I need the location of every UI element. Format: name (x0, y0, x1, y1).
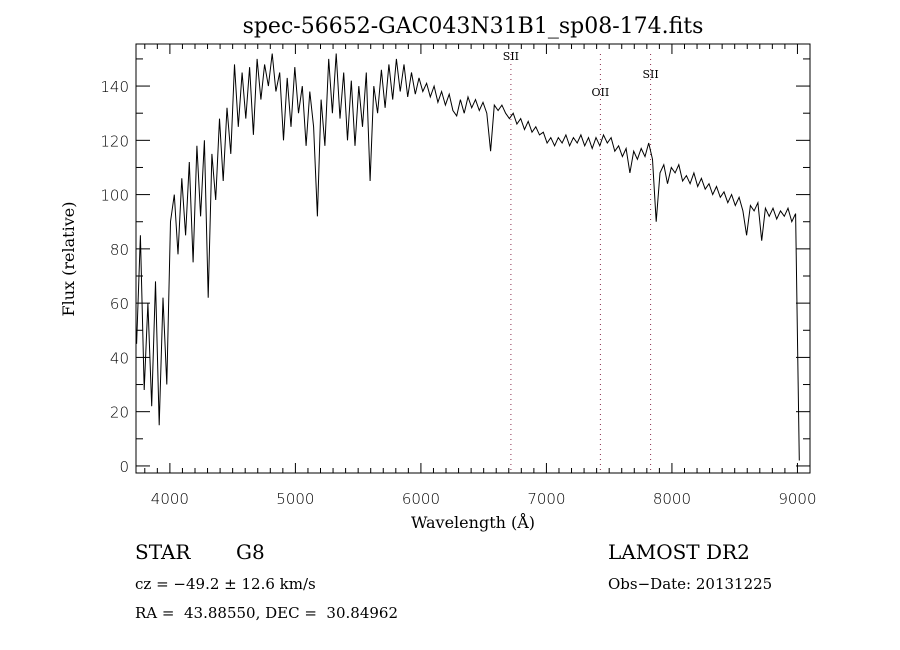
coordinates: RA = 43.88550, DEC = 30.84962 (135, 604, 399, 622)
y-axis-label: Flux (relative) (59, 202, 78, 317)
x-axis-label: Wavelength (Å) (411, 512, 535, 532)
object-class: STAR (135, 540, 191, 564)
x-tick-label: 9000 (778, 490, 816, 508)
x-tick-label: 7000 (527, 490, 565, 508)
chart-title: spec-56652-GAC043N31B1_sp08-174.fits (243, 14, 704, 39)
redshift-velocity: cz = −49.2 ± 12.6 km/s (135, 575, 316, 593)
line-marker-label: SII (503, 50, 519, 63)
survey-name: LAMOST DR2 (608, 540, 750, 564)
y-tick-label: 80 (110, 241, 129, 259)
y-tick-label: 60 (110, 295, 129, 313)
y-tick-label: 0 (119, 458, 129, 476)
y-tick-label: 100 (100, 187, 129, 205)
y-tick-label: 40 (110, 349, 129, 367)
y-tick-label: 20 (110, 404, 129, 422)
x-tick-label: 8000 (653, 490, 691, 508)
y-tick-label: 140 (100, 78, 129, 96)
line-marker-label: OII (592, 86, 610, 99)
plot-frame (135, 43, 811, 474)
observation-date: Obs−Date: 20131225 (608, 575, 773, 593)
x-tick-label: 4000 (151, 490, 189, 508)
y-tick-label: 120 (100, 132, 129, 150)
x-tick-label: 6000 (402, 490, 440, 508)
line-marker-label: SII (642, 68, 658, 81)
spectrum-line (136, 53, 800, 461)
object-subclass: G8 (236, 540, 265, 564)
x-tick-label: 5000 (276, 490, 314, 508)
